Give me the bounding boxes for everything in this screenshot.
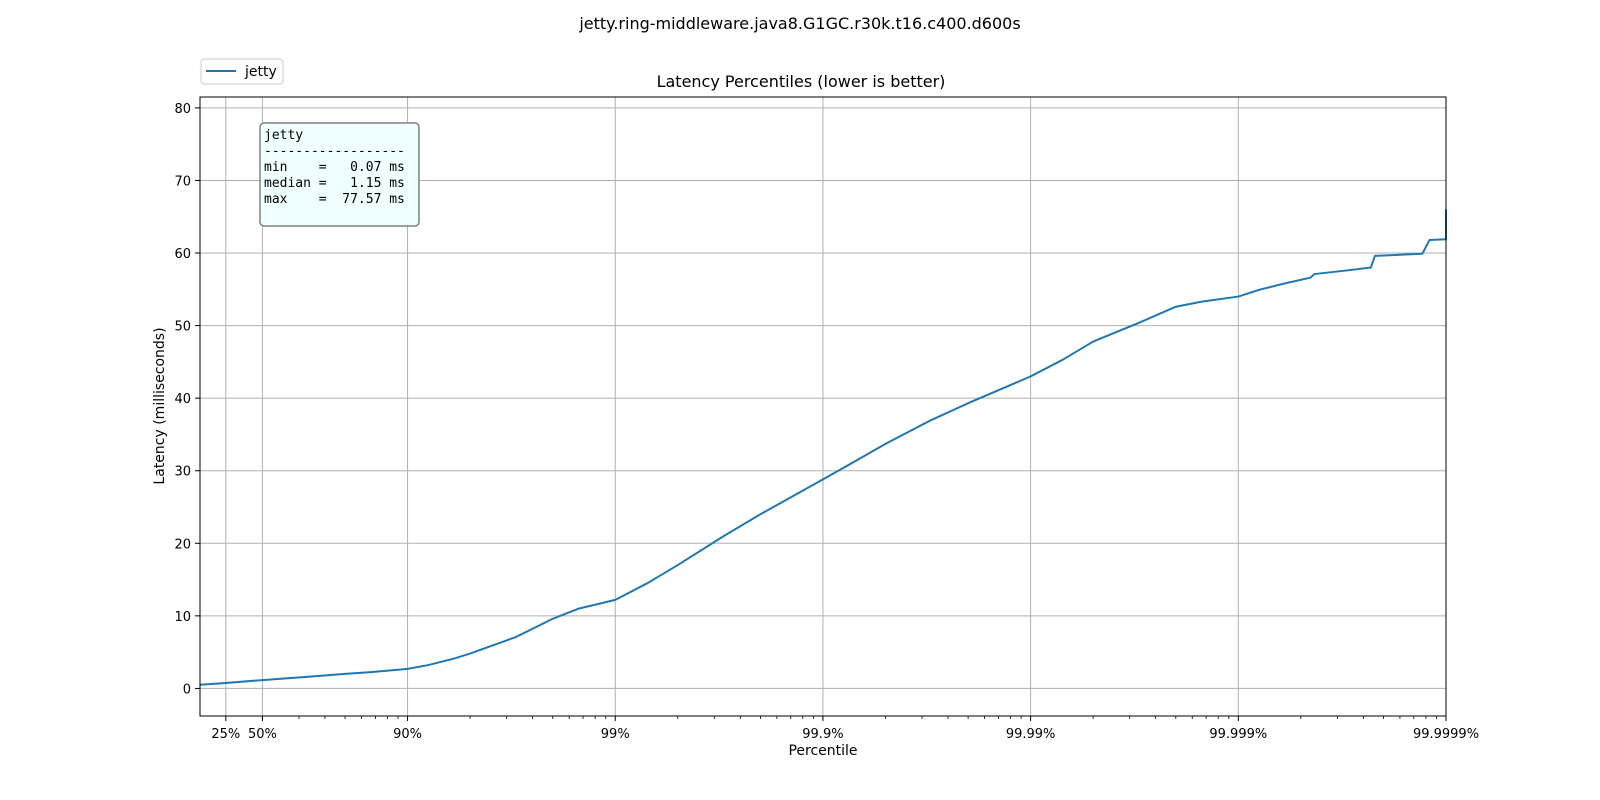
x-tick-label: 99.9999% <box>1413 727 1479 742</box>
stats-line-separator: ------------------ <box>264 144 405 159</box>
y-tick-label: 70 <box>174 174 191 189</box>
x-tick-label: 50% <box>248 727 277 742</box>
y-tick-label: 0 <box>183 682 191 697</box>
stats-box-frame <box>259 122 420 227</box>
y-tick-label: 20 <box>174 537 191 552</box>
y-axis-label: Latency (milliseconds) <box>152 327 168 484</box>
legend-label-jetty: jetty <box>244 64 277 80</box>
x-tick-label: 99.999% <box>1209 727 1267 742</box>
x-tick-label: 90% <box>393 727 422 742</box>
stats-line-max: max = 77.57 ms <box>264 192 405 207</box>
x-tick-label: 99% <box>601 727 630 742</box>
y-tick-label: 50 <box>174 320 191 335</box>
x-tick-label: 25% <box>211 727 240 742</box>
x-tick-label: 99.9% <box>802 727 843 742</box>
stats-line-median: median = 1.15 ms <box>264 176 405 191</box>
x-tick-label: 99.99% <box>1006 727 1056 742</box>
series-layer <box>199 209 1447 686</box>
axis-ticks: 25% 50% 90% 99% 99.9% 99.99% 99.999% 99.9999% 0 1… <box>174 102 1479 742</box>
grid-lines <box>200 97 1446 716</box>
y-tick-label: 30 <box>174 465 191 480</box>
y-tick-label: 60 <box>174 247 191 262</box>
x-axis-label: Percentile <box>788 743 857 759</box>
series-line-jetty <box>199 209 1447 686</box>
chart-title: Latency Percentiles (lower is better) <box>657 72 946 91</box>
stats-line-name: jetty <box>264 128 303 143</box>
y-tick-label: 10 <box>174 610 191 625</box>
legend: jetty <box>200 58 284 85</box>
y-tick-label: 80 <box>174 102 191 117</box>
legend-box <box>200 58 284 85</box>
stats-line-min: min = 0.07 ms <box>264 160 405 175</box>
y-tick-label: 40 <box>174 392 191 407</box>
plot-frame <box>199 96 1447 717</box>
stats-box: jetty ------------------ min = 0.07 ms m… <box>259 122 420 227</box>
chart-suptitle: jetty.ring-middleware.java8.G1GC.r30k.t1… <box>578 14 1020 33</box>
